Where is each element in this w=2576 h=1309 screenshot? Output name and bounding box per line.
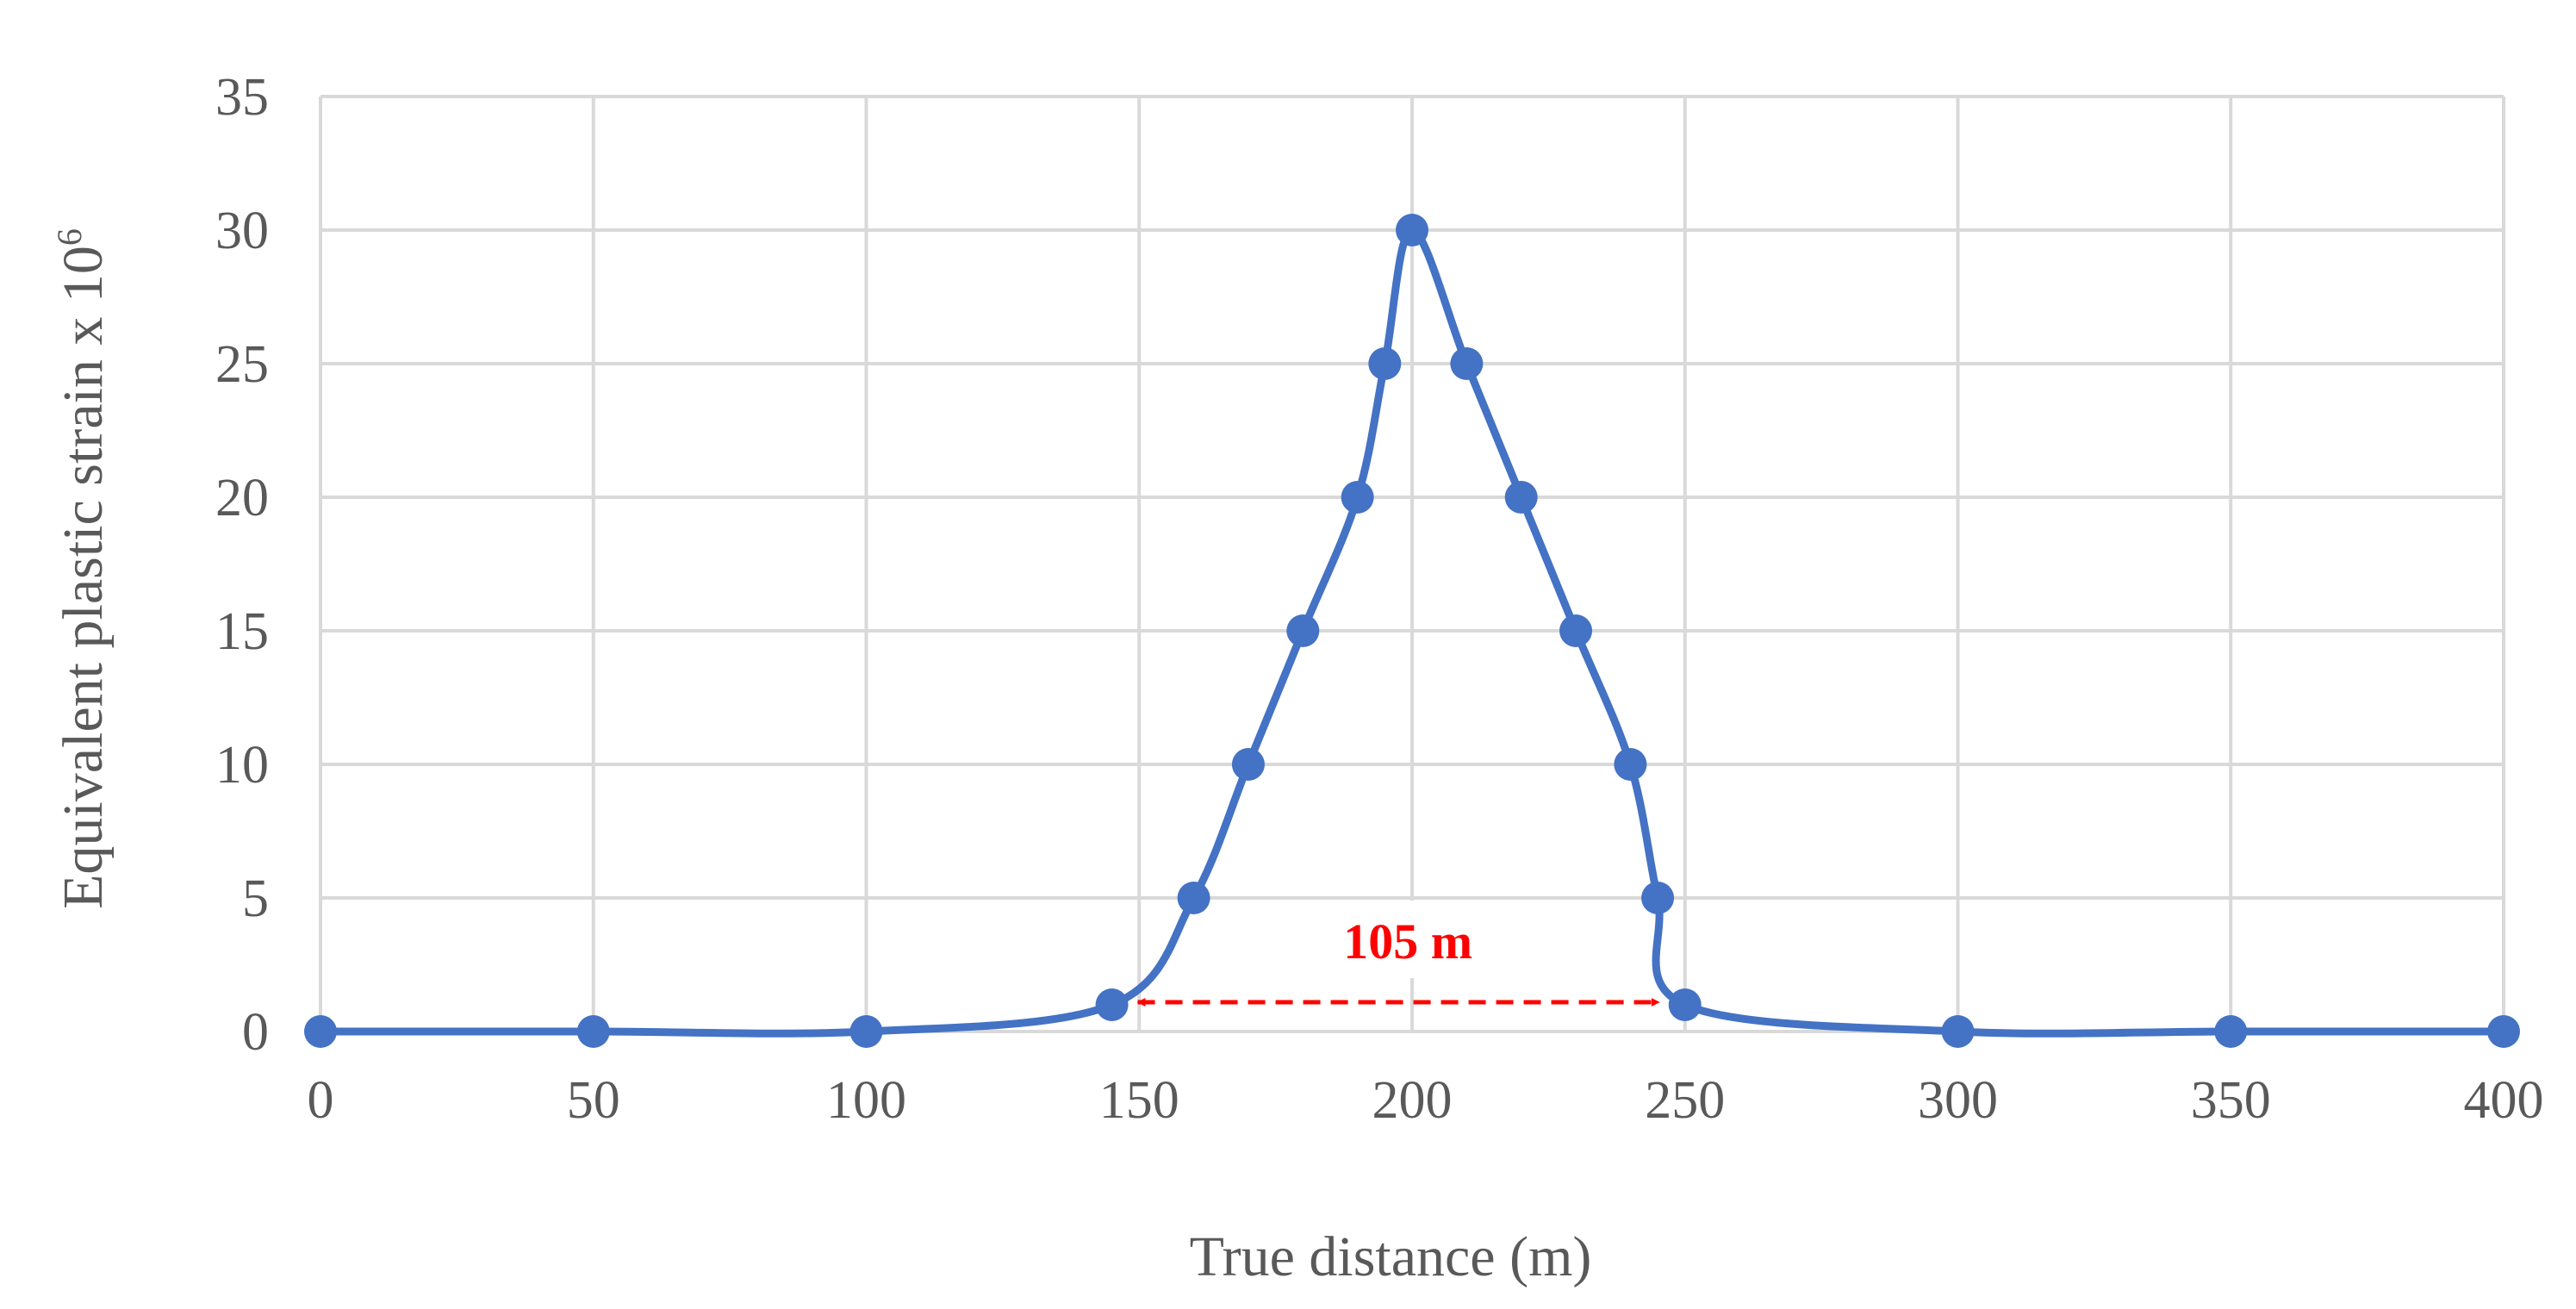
data-point-marker [1177, 882, 1210, 914]
data-point-marker [1095, 988, 1129, 1021]
x-tick-label: 200 [1372, 1071, 1453, 1130]
annotation-label-background [1322, 901, 1521, 978]
y-axis-ticks: 0 5 10 15 20 25 30 35 [215, 68, 269, 1062]
data-point-marker [1286, 614, 1320, 647]
y-tick-label: 15 [215, 602, 269, 661]
y-tick-label: 5 [242, 870, 269, 928]
x-tick-label: 300 [1918, 1071, 1998, 1130]
y-tick-label: 10 [215, 736, 269, 795]
annotation-label: 105 m [1343, 913, 1472, 969]
x-tick-label: 100 [826, 1071, 906, 1130]
data-point-marker [1396, 214, 1428, 246]
x-tick-label: 250 [1645, 1071, 1725, 1130]
x-axis-title: True distance (m) [1190, 1225, 1592, 1288]
data-point-marker [1641, 882, 1675, 914]
gridlines [319, 95, 2505, 1033]
x-tick-label: 400 [2464, 1071, 2544, 1130]
data-point-marker [1341, 481, 1374, 514]
y-tick-label: 25 [215, 335, 269, 394]
data-point-marker [304, 1015, 337, 1048]
data-point-marker [576, 1015, 610, 1048]
data-point-marker [1668, 988, 1702, 1021]
data-point-marker [1614, 748, 1647, 781]
data-point-marker [2487, 1015, 2520, 1048]
data-point-marker [1941, 1015, 1975, 1048]
y-axis-title: Equivalent plastic strain x 106 [50, 228, 115, 909]
y-tick-label: 35 [215, 68, 269, 127]
y-tick-label: 20 [215, 469, 269, 527]
series-group [304, 214, 2520, 1048]
data-point-marker [1504, 481, 1538, 514]
data-point-marker [1559, 614, 1593, 647]
y-tick-label: 30 [215, 202, 269, 260]
x-tick-label: 150 [1099, 1071, 1179, 1130]
annotation-group: 105 m [1136, 901, 1660, 1007]
data-point-marker [1231, 748, 1265, 781]
y-axis-title-superscript: 6 [50, 228, 89, 246]
y-axis-title-main: Equivalent plastic strain x 10 [52, 246, 115, 909]
data-point-marker [2214, 1015, 2248, 1048]
data-point-marker [1450, 347, 1484, 380]
x-tick-label: 0 [308, 1071, 334, 1130]
data-point-marker [849, 1015, 883, 1048]
x-axis-ticks: 0 50 100 150 200 250 300 350 400 [308, 1071, 2544, 1130]
y-tick-label: 0 [242, 1003, 269, 1062]
x-tick-label: 350 [2191, 1071, 2271, 1130]
data-point-marker [1368, 347, 1402, 380]
x-tick-label: 50 [567, 1071, 620, 1130]
